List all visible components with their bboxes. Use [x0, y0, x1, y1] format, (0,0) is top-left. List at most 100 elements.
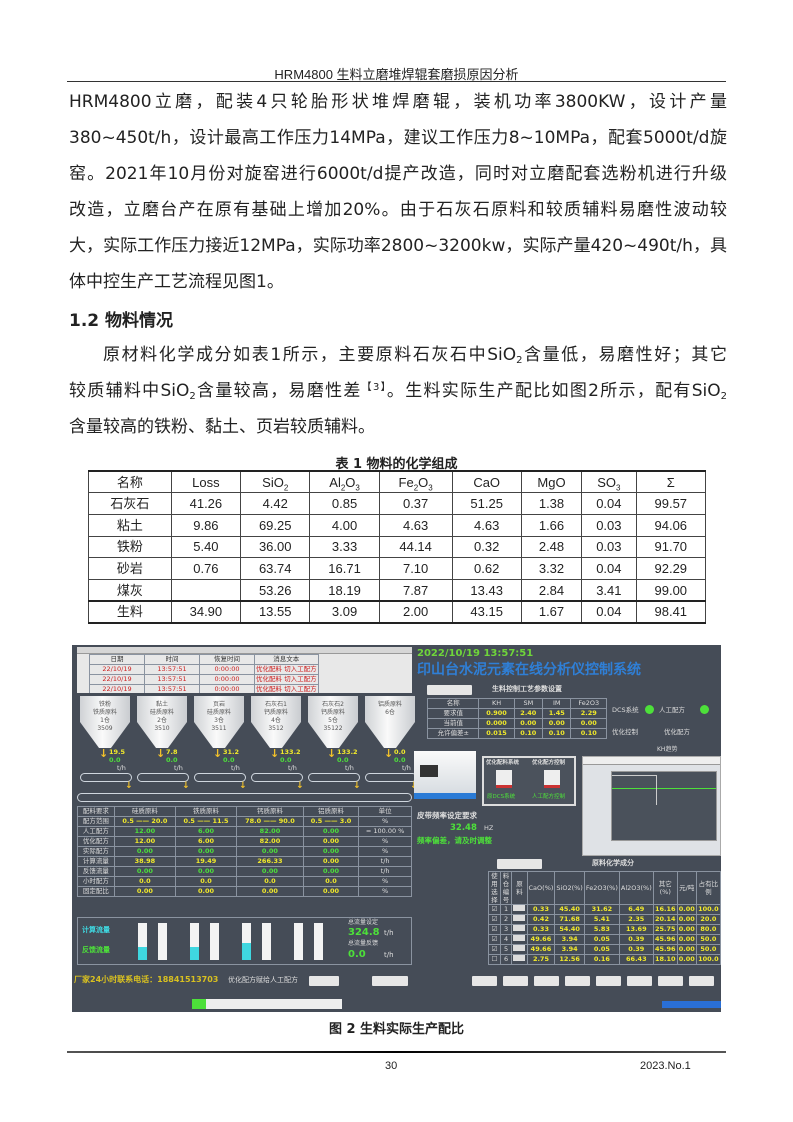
hmi-button[interactable] [689, 976, 714, 986]
use-checkbox[interactable]: ☑ [488, 924, 501, 935]
table-cell: 44.14 [378, 535, 453, 559]
silo-label: 铁粉 [98, 701, 111, 708]
assign-label: 优化配方赋给人工配方 [228, 976, 298, 984]
table-cell: 16.71 [309, 557, 380, 580]
chem-cell: 3.94 [554, 934, 585, 945]
gauge-bar [158, 923, 167, 960]
silo-label: 3511 [211, 725, 227, 732]
assign-button[interactable] [309, 976, 339, 986]
hmi-button[interactable] [372, 976, 408, 986]
freq-unit: HZ [484, 824, 494, 832]
recipe-cell: 78.0 —— 90.0 [236, 816, 304, 827]
down-arrow-icon: ↓ [239, 781, 247, 791]
table-cell: 煤灰 [88, 578, 172, 603]
material-button-face[interactable] [513, 945, 526, 951]
table-cell: 92.29 [635, 557, 707, 580]
chem-cell: 71.68 [554, 914, 585, 925]
figure-caption: 图 2 生料实际生产配比 [328, 1022, 465, 1037]
subscript: 3 [616, 483, 621, 493]
table-cell: 1.38 [520, 492, 583, 515]
switch-icon[interactable] [496, 770, 512, 788]
param-button[interactable] [427, 685, 472, 695]
silo-label: 石灰石1 [265, 701, 287, 708]
material-button-face[interactable] [513, 935, 526, 941]
use-checkbox[interactable]: ☑ [488, 904, 501, 915]
chem-cell: 2.75 [526, 954, 556, 965]
recipe-cell: 0.00 [174, 846, 238, 857]
chem-cell: 66.43 [618, 954, 654, 965]
table-cell: 3.09 [309, 600, 380, 624]
param-title: 生料控制工艺参数设置 [492, 685, 562, 693]
material-button[interactable] [511, 914, 528, 925]
chem-cell: 5.83 [583, 924, 620, 935]
material-button[interactable] [511, 934, 528, 945]
hmi-button[interactable] [596, 976, 621, 986]
chem-cell: 6.49 [618, 904, 654, 915]
hmi-button[interactable] [503, 976, 528, 986]
table-cell: 9.86 [170, 513, 242, 537]
use-checkbox[interactable]: ☑ [488, 944, 501, 955]
hmi-button[interactable] [627, 976, 652, 986]
hmi-button[interactable] [658, 976, 683, 986]
total-set-value: 324.8 [348, 927, 380, 938]
use-checkbox[interactable]: ☐ [488, 954, 501, 965]
progress-bar [192, 999, 342, 1009]
column-header: SO3 [581, 470, 637, 494]
bin-number: 3 [499, 924, 513, 935]
recipe-cell: 计算流量 [77, 856, 115, 867]
silo-label: 3512 [268, 725, 284, 732]
material-button[interactable] [511, 944, 528, 955]
table-cell: 0.03 [581, 535, 637, 559]
chem-cell: 0.00 [676, 924, 697, 935]
text: Fe [398, 474, 414, 490]
hmi-button[interactable] [534, 976, 559, 986]
alarm-cell: 13:57:51 [144, 664, 200, 675]
bottom-button-row [472, 976, 721, 988]
table-cell: 粘土 [88, 513, 172, 537]
chem-button[interactable] [497, 859, 542, 869]
opt-recipe-control-label: 优化配方控制 [532, 760, 566, 766]
alarm-row: 22/10/19 13:57:51 0:00:00 优化配料 切入工配方 [89, 674, 319, 685]
table-cell: 13.43 [451, 578, 522, 603]
param-cell: 0.10 [542, 728, 572, 739]
material-button-face[interactable] [513, 905, 526, 911]
material-button[interactable] [511, 954, 528, 965]
text: 含量较高，易磨性差 [195, 381, 362, 401]
body-line: 380~450t/h，设计最高工作压力14MPa，建议工作压力8~10MPa，配… [69, 128, 727, 148]
recipe-row: 实际配方 0.00 0.00 0.00 0.00% [77, 846, 412, 857]
alarm-cell: 13:57:51 [144, 684, 200, 693]
material-button-face[interactable] [513, 955, 526, 961]
recipe-cell: % [358, 876, 412, 887]
trend-title: KH趋势 [657, 746, 678, 753]
flow-setpoint: 31.2 [223, 748, 240, 756]
material-button[interactable] [511, 904, 528, 915]
use-checkbox[interactable]: ☑ [488, 914, 501, 925]
hmi-button[interactable] [565, 976, 590, 986]
chem-cell: 0.00 [676, 914, 697, 925]
recipe-col: 配料要求 [77, 806, 115, 817]
dcs-label: DCS系统 [612, 706, 639, 714]
hmi-button[interactable] [472, 976, 497, 986]
material-button[interactable] [511, 924, 528, 935]
chem-col: 原料 [511, 871, 528, 905]
manual-indicator [700, 705, 709, 714]
table-row: 石灰石 41.26 4.42 0.85 0.37 51.25 1.38 0.04 99.57 [88, 492, 707, 515]
chem-cell: 49.66 [526, 944, 556, 955]
material-button-face[interactable] [513, 915, 526, 921]
param-cell: 2.29 [570, 708, 607, 719]
recipe-cell: 0.5 —— 3.0 [302, 816, 360, 827]
table-cell: 43.15 [451, 600, 522, 624]
param-row: 当前值 0.000 0.00 0.00 0.00 [426, 718, 607, 729]
text: O [345, 474, 356, 490]
param-cell: 当前值 [426, 718, 480, 729]
param-cell: 允许偏差± [426, 728, 480, 739]
subscript: 2 [720, 391, 727, 402]
chem-cell: 100.0 [695, 904, 721, 915]
use-checkbox[interactable]: ☑ [488, 934, 501, 945]
silo: 石灰石2 钙质原料 5仓 35122 [308, 696, 358, 748]
table-cell: 99.57 [635, 492, 707, 515]
recipe-cell: % [358, 886, 412, 897]
switch-icon[interactable] [544, 770, 560, 788]
text: 。生料实际生产配比如图2所示，配有SiO [386, 381, 721, 401]
material-button-face[interactable] [513, 925, 526, 931]
